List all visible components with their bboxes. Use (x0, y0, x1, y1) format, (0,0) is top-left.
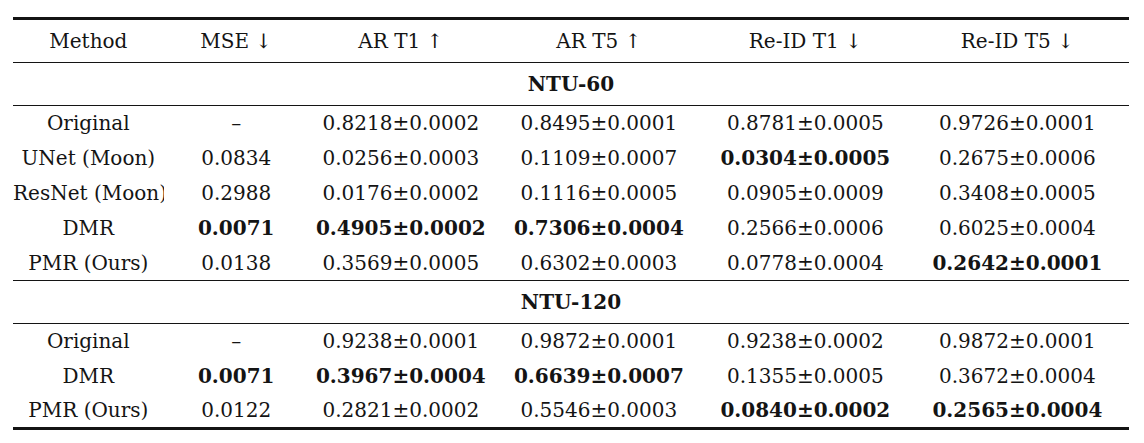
table-row: PMR (Ours) 0.0122 0.2821±0.0002 0.5546±0… (13, 394, 1129, 429)
section-title: NTU-120 (13, 281, 1129, 324)
value-cell: 0.8218±0.0002 (309, 106, 493, 141)
value-cell: 0.2642±0.0001 (906, 246, 1129, 281)
value-cell: 0.0840±0.0002 (705, 394, 906, 429)
value-cell: 0.0122 (164, 394, 309, 429)
value-cell: 0.0256±0.0003 (309, 141, 493, 176)
value-cell: 0.2566±0.0006 (705, 211, 906, 246)
section-header-ntu-60: NTU-60 (13, 63, 1129, 106)
header-row: Method MSE ↓ AR T1 ↑ AR T5 ↑ Re-ID T1 ↓ … (13, 19, 1129, 63)
value-cell: 0.1116±0.0005 (493, 176, 705, 211)
table-row: DMR 0.0071 0.3967±0.0004 0.6639±0.0007 0… (13, 359, 1129, 394)
value-cell: 0.9872±0.0001 (493, 324, 705, 359)
value-cell: 0.2988 (164, 176, 309, 211)
value-cell: 0.2821±0.0002 (309, 394, 493, 429)
value-cell: 0.3967±0.0004 (309, 359, 493, 394)
value-cell: 0.8781±0.0005 (705, 106, 906, 141)
table-row: UNet (Moon) 0.0834 0.0256±0.0003 0.1109±… (13, 141, 1129, 176)
value-cell: 0.7306±0.0004 (493, 211, 705, 246)
table-row: Original – 0.8218±0.0002 0.8495±0.0001 0… (13, 106, 1129, 141)
method-cell: PMR (Ours) (13, 246, 164, 281)
value-cell: 0.6639±0.0007 (493, 359, 705, 394)
value-cell: 0.0071 (164, 211, 309, 246)
col-header-method: Method (13, 19, 164, 63)
table-row: Original – 0.9238±0.0001 0.9872±0.0001 0… (13, 324, 1129, 359)
value-cell: 0.0176±0.0002 (309, 176, 493, 211)
value-cell: 0.9238±0.0002 (705, 324, 906, 359)
value-cell: 0.1355±0.0005 (705, 359, 906, 394)
value-cell: 0.0778±0.0004 (705, 246, 906, 281)
paper-results-table-figure: Method MSE ↓ AR T1 ↑ AR T5 ↑ Re-ID T1 ↓ … (0, 0, 1144, 443)
method-cell: UNet (Moon) (13, 141, 164, 176)
section-title: NTU-60 (13, 63, 1129, 106)
col-header-ar-t1: AR T1 ↑ (309, 19, 493, 63)
section-header-ntu-120: NTU-120 (13, 281, 1129, 324)
value-cell: 0.0304±0.0005 (705, 141, 906, 176)
value-cell: 0.0071 (164, 359, 309, 394)
col-header-reid-t5: Re-ID T5 ↓ (906, 19, 1129, 63)
value-cell: 0.5546±0.0003 (493, 394, 705, 429)
value-cell: 0.6025±0.0004 (906, 211, 1129, 246)
method-cell: Original (13, 106, 164, 141)
value-cell: 0.9238±0.0001 (309, 324, 493, 359)
value-cell: 0.1109±0.0007 (493, 141, 705, 176)
value-cell: 0.0834 (164, 141, 309, 176)
value-cell: 0.2565±0.0004 (906, 394, 1129, 429)
value-cell: 0.6302±0.0003 (493, 246, 705, 281)
table-row: DMR 0.0071 0.4905±0.0002 0.7306±0.0004 0… (13, 211, 1129, 246)
value-cell: 0.9726±0.0001 (906, 106, 1129, 141)
value-cell: – (164, 324, 309, 359)
value-cell: 0.0138 (164, 246, 309, 281)
value-cell: 0.3672±0.0004 (906, 359, 1129, 394)
section-ntu-120: NTU-120 Original – 0.9238±0.0001 0.9872±… (13, 281, 1129, 429)
value-cell: – (164, 106, 309, 141)
section-ntu-60: NTU-60 Original – 0.8218±0.0002 0.8495±0… (13, 63, 1129, 281)
method-cell: ResNet (Moon) (13, 176, 164, 211)
value-cell: 0.0905±0.0009 (705, 176, 906, 211)
value-cell: 0.4905±0.0002 (309, 211, 493, 246)
value-cell: 0.8495±0.0001 (493, 106, 705, 141)
table-row: ResNet (Moon) 0.2988 0.0176±0.0002 0.111… (13, 176, 1129, 211)
col-header-ar-t5: AR T5 ↑ (493, 19, 705, 63)
col-header-mse: MSE ↓ (164, 19, 309, 63)
method-cell: DMR (13, 211, 164, 246)
value-cell: 0.3408±0.0005 (906, 176, 1129, 211)
col-header-reid-t1: Re-ID T1 ↓ (705, 19, 906, 63)
value-cell: 0.3569±0.0005 (309, 246, 493, 281)
method-cell: DMR (13, 359, 164, 394)
method-cell: Original (13, 324, 164, 359)
results-table: Method MSE ↓ AR T1 ↑ AR T5 ↑ Re-ID T1 ↓ … (13, 17, 1129, 430)
table-row: PMR (Ours) 0.0138 0.3569±0.0005 0.6302±0… (13, 246, 1129, 281)
value-cell: 0.2675±0.0006 (906, 141, 1129, 176)
value-cell: 0.9872±0.0001 (906, 324, 1129, 359)
method-cell: PMR (Ours) (13, 394, 164, 429)
